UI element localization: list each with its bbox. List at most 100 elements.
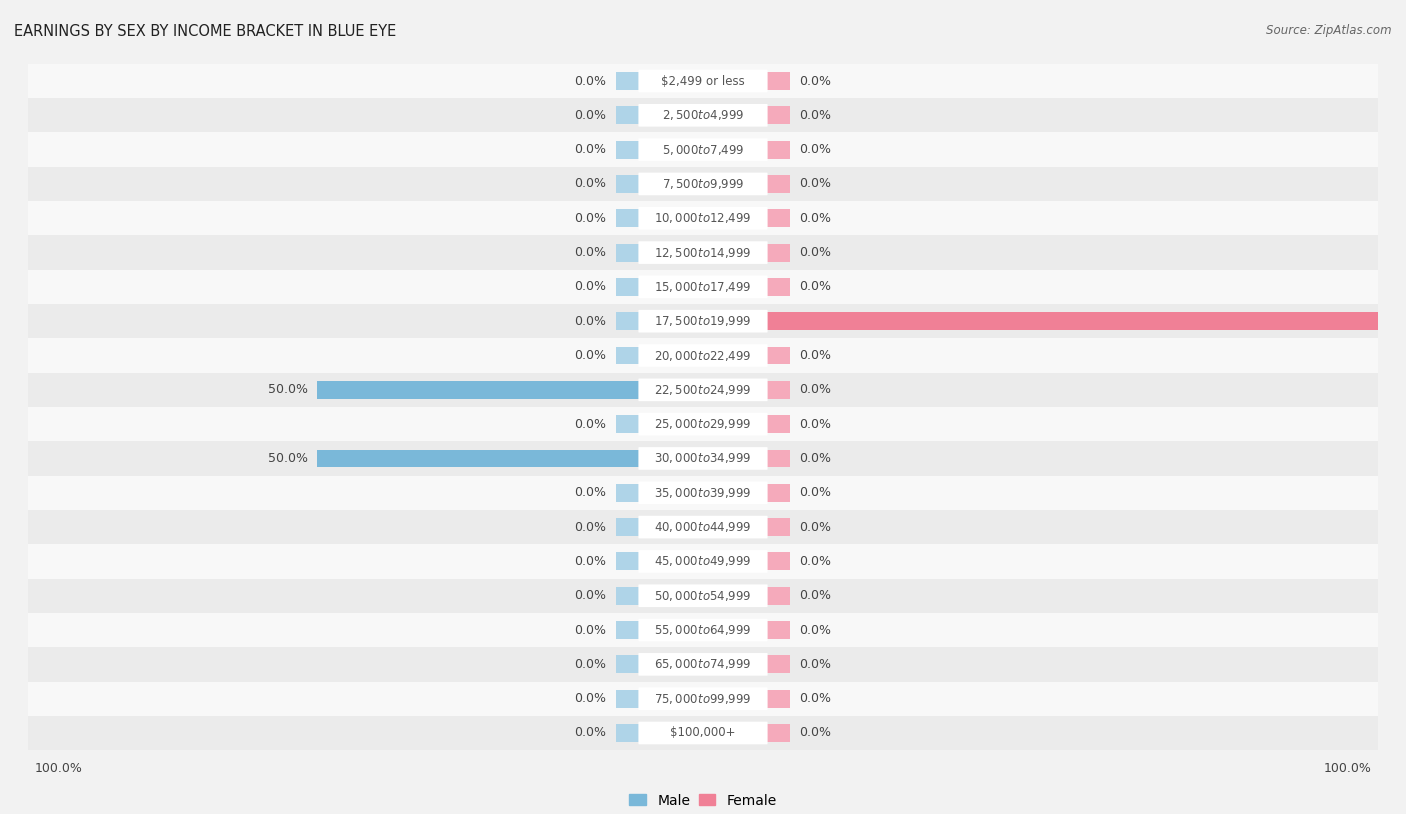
- Bar: [768, 519, 790, 536]
- Bar: [768, 243, 790, 261]
- Text: 0.0%: 0.0%: [800, 727, 831, 739]
- Bar: [616, 72, 638, 90]
- FancyBboxPatch shape: [638, 481, 768, 504]
- Bar: [28, 373, 1378, 407]
- FancyBboxPatch shape: [638, 653, 768, 676]
- Bar: [768, 587, 790, 605]
- Bar: [616, 415, 638, 433]
- Bar: [28, 441, 1378, 475]
- Bar: [616, 347, 638, 365]
- Bar: [768, 175, 790, 193]
- Bar: [28, 545, 1378, 579]
- Text: 50.0%: 50.0%: [267, 383, 308, 396]
- Text: 0.0%: 0.0%: [800, 212, 831, 225]
- Bar: [768, 553, 790, 571]
- Text: 0.0%: 0.0%: [575, 589, 606, 602]
- Text: $10,000 to $12,499: $10,000 to $12,499: [654, 212, 752, 225]
- Bar: [768, 724, 790, 742]
- Bar: [768, 278, 790, 295]
- Text: $100,000+: $100,000+: [671, 727, 735, 739]
- Text: $35,000 to $39,999: $35,000 to $39,999: [654, 486, 752, 500]
- Bar: [768, 621, 790, 639]
- Text: 0.0%: 0.0%: [800, 143, 831, 156]
- Text: 100.0%: 100.0%: [35, 762, 83, 775]
- Text: $45,000 to $49,999: $45,000 to $49,999: [654, 554, 752, 568]
- FancyBboxPatch shape: [638, 516, 768, 538]
- FancyBboxPatch shape: [638, 138, 768, 161]
- Text: 0.0%: 0.0%: [575, 692, 606, 705]
- Text: $50,000 to $54,999: $50,000 to $54,999: [654, 589, 752, 602]
- Bar: [28, 167, 1378, 201]
- Text: 0.0%: 0.0%: [800, 624, 831, 637]
- Bar: [616, 655, 638, 673]
- FancyBboxPatch shape: [638, 344, 768, 367]
- Text: 0.0%: 0.0%: [800, 486, 831, 499]
- Bar: [28, 304, 1378, 339]
- Bar: [768, 107, 790, 125]
- Bar: [616, 107, 638, 125]
- Text: 0.0%: 0.0%: [575, 212, 606, 225]
- Bar: [616, 141, 638, 159]
- Bar: [28, 235, 1378, 269]
- Text: Source: ZipAtlas.com: Source: ZipAtlas.com: [1267, 24, 1392, 37]
- Text: 0.0%: 0.0%: [575, 624, 606, 637]
- Bar: [28, 475, 1378, 510]
- FancyBboxPatch shape: [638, 413, 768, 435]
- Text: 0.0%: 0.0%: [575, 486, 606, 499]
- Bar: [318, 449, 638, 467]
- Text: 0.0%: 0.0%: [575, 109, 606, 122]
- Text: 0.0%: 0.0%: [800, 555, 831, 568]
- Text: $7,500 to $9,999: $7,500 to $9,999: [662, 177, 744, 191]
- Text: $30,000 to $34,999: $30,000 to $34,999: [654, 452, 752, 466]
- FancyBboxPatch shape: [638, 173, 768, 195]
- Bar: [318, 381, 638, 399]
- FancyBboxPatch shape: [638, 687, 768, 710]
- Bar: [616, 689, 638, 707]
- Bar: [768, 484, 790, 501]
- Text: $55,000 to $64,999: $55,000 to $64,999: [654, 623, 752, 637]
- Bar: [768, 209, 790, 227]
- FancyBboxPatch shape: [638, 104, 768, 127]
- Bar: [28, 579, 1378, 613]
- Text: 0.0%: 0.0%: [800, 383, 831, 396]
- Text: $2,499 or less: $2,499 or less: [661, 75, 745, 87]
- Text: 0.0%: 0.0%: [800, 418, 831, 431]
- FancyBboxPatch shape: [638, 379, 768, 401]
- Bar: [28, 407, 1378, 441]
- Text: 0.0%: 0.0%: [575, 727, 606, 739]
- Bar: [616, 175, 638, 193]
- Text: 0.0%: 0.0%: [575, 143, 606, 156]
- Bar: [616, 724, 638, 742]
- Bar: [28, 133, 1378, 167]
- Text: 100.0%: 100.0%: [1323, 762, 1371, 775]
- Bar: [28, 613, 1378, 647]
- Text: 0.0%: 0.0%: [800, 75, 831, 87]
- Text: $12,500 to $14,999: $12,500 to $14,999: [654, 246, 752, 260]
- Bar: [616, 209, 638, 227]
- Text: 0.0%: 0.0%: [575, 315, 606, 328]
- Bar: [768, 313, 1406, 330]
- Text: $22,500 to $24,999: $22,500 to $24,999: [654, 383, 752, 397]
- Bar: [616, 313, 638, 330]
- Text: 0.0%: 0.0%: [800, 692, 831, 705]
- Bar: [768, 381, 790, 399]
- Text: 0.0%: 0.0%: [575, 349, 606, 362]
- Text: $17,500 to $19,999: $17,500 to $19,999: [654, 314, 752, 328]
- Text: 0.0%: 0.0%: [575, 555, 606, 568]
- Bar: [616, 484, 638, 501]
- Bar: [28, 339, 1378, 373]
- Bar: [768, 689, 790, 707]
- Bar: [768, 72, 790, 90]
- Text: 0.0%: 0.0%: [575, 418, 606, 431]
- Bar: [28, 98, 1378, 133]
- Text: 0.0%: 0.0%: [575, 658, 606, 671]
- Bar: [28, 269, 1378, 304]
- FancyBboxPatch shape: [638, 241, 768, 264]
- Text: 0.0%: 0.0%: [575, 177, 606, 190]
- Bar: [768, 655, 790, 673]
- Bar: [616, 243, 638, 261]
- Bar: [616, 278, 638, 295]
- Text: 0.0%: 0.0%: [800, 109, 831, 122]
- Text: 0.0%: 0.0%: [800, 452, 831, 465]
- Bar: [616, 621, 638, 639]
